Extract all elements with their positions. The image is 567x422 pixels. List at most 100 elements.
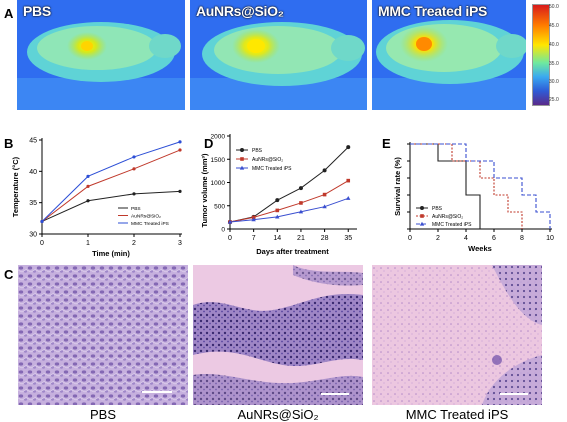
data-point <box>86 174 90 178</box>
y-tick-label: 0 <box>221 227 225 234</box>
legend-label: AuNRs@SiO₂ <box>432 214 463 220</box>
colorbar-tick: 45.0 <box>549 23 559 29</box>
thermal-title-pbs: PBS <box>23 3 51 19</box>
y-axis-title: Tumor volume (mm³) <box>200 153 209 228</box>
colorbar-tick: 50.0 <box>549 4 559 10</box>
panel-c-label: C <box>4 267 14 282</box>
data-point <box>178 140 182 144</box>
histology-texture-aunrs <box>193 265 363 405</box>
data-point <box>178 148 182 152</box>
y-tick-label: 30 <box>29 232 37 239</box>
legend-marker <box>240 157 244 161</box>
thermal-image-mmc: MMC Treated iPS <box>372 0 526 110</box>
x-tick-label: 35 <box>344 235 352 242</box>
thermal-mouse-aunrs <box>190 0 367 110</box>
series-line-0 <box>229 146 349 223</box>
histology-aunrs <box>193 265 363 405</box>
panel-e-label: E <box>382 136 391 151</box>
thermal-image-pbs: PBS <box>17 0 185 110</box>
x-tick-label: 7 <box>252 235 256 242</box>
data-point <box>298 209 304 214</box>
x-axis-title: Weeks <box>468 244 492 253</box>
legend-label: MMC Treated iPS <box>252 166 292 172</box>
histology-caption-pbs: PBS <box>89 407 116 422</box>
legend-label: PBS <box>252 148 263 154</box>
x-axis-title: Time (min) <box>92 249 130 258</box>
y-axis-title: Survival rate (%) <box>393 157 402 216</box>
colorbar-gradient <box>532 4 550 106</box>
data-point <box>346 196 351 200</box>
panel-a-label: A <box>4 6 14 21</box>
series-line-2 <box>229 197 349 223</box>
data-point <box>132 155 136 159</box>
data-point <box>275 214 280 219</box>
thermal-mouse-mmc <box>372 0 526 110</box>
y-axis-title: Temperature (°C) <box>11 156 20 217</box>
legend-label: AuNRs@SiO₂ <box>252 157 283 163</box>
legend-marker <box>240 148 244 152</box>
histology-pbs <box>18 265 188 405</box>
series-line-2 <box>41 141 181 222</box>
colorbar-tick: 35.0 <box>549 61 559 67</box>
series-line-1 <box>41 149 181 222</box>
data-point <box>86 199 90 203</box>
thermal-image-aunrs: AuNRs@SiO₂ <box>190 0 367 110</box>
x-tick-label: 21 <box>297 235 305 242</box>
x-tick-label: 28 <box>321 235 329 242</box>
y-tick-label: 35 <box>29 200 37 207</box>
x-tick-label: 2 <box>132 240 136 247</box>
legend-marker <box>239 165 245 170</box>
y-tick-label: 45 <box>29 138 37 145</box>
x-tick-label: 6 <box>492 235 496 242</box>
x-tick-label: 0 <box>408 235 412 242</box>
histology-texture-pbs <box>18 265 188 405</box>
panel-d-label: D <box>204 136 213 151</box>
x-tick-label: 8 <box>520 235 524 242</box>
temperature-colorbar: 50.0 45.0 40.0 35.0 30.0 25.0 <box>530 2 564 106</box>
legend-label: MMC Treated iPS <box>432 222 472 228</box>
legend-label: MMC Treated iPS <box>131 221 169 227</box>
x-tick-label: 3 <box>178 240 182 247</box>
x-tick-label: 0 <box>40 240 44 247</box>
thermal-title-aunrs: AuNRs@SiO₂ <box>196 3 284 19</box>
histology-caption-mmc: MMC Treated iPS <box>405 407 509 422</box>
colorbar-tick: 40.0 <box>549 42 559 48</box>
panel-b-label: B <box>4 136 13 151</box>
data-point <box>86 184 90 188</box>
data-point <box>322 204 327 209</box>
x-tick-label: 14 <box>273 235 281 242</box>
survival-curve-2 <box>410 143 551 229</box>
y-tick-label: 1000 <box>211 180 226 187</box>
data-point <box>322 192 327 197</box>
colorbar-tick: 25.0 <box>549 97 559 103</box>
y-tick-label: 500 <box>214 203 225 210</box>
survival-curve-1 <box>410 143 523 229</box>
histology-caption-aunrs: AuNRs@SiO₂ <box>237 407 319 422</box>
x-tick-label: 0 <box>228 235 232 242</box>
legend-label: PBS <box>131 206 141 212</box>
y-tick-label: 2000 <box>211 134 226 141</box>
data-point <box>132 192 136 196</box>
y-tick-label: 1500 <box>211 157 226 164</box>
legend-marker <box>420 206 424 210</box>
legend-marker <box>420 214 424 218</box>
series-line-0 <box>41 190 181 222</box>
data-point <box>40 219 44 224</box>
data-point <box>275 208 280 213</box>
thermal-title-mmc: MMC Treated iPS <box>378 3 488 19</box>
histology-mmc <box>372 265 542 405</box>
x-axis-title: Days after treatment <box>256 247 329 256</box>
data-point <box>132 167 136 171</box>
histology-texture-mmc <box>372 265 542 405</box>
data-point <box>227 219 233 224</box>
data-point <box>251 215 256 220</box>
data-point <box>346 145 351 150</box>
x-tick-label: 2 <box>436 235 440 242</box>
thermal-mouse-pbs <box>17 0 185 110</box>
data-point <box>251 217 256 222</box>
data-point <box>322 168 327 173</box>
data-point <box>178 189 182 193</box>
legend-label: PBS <box>432 206 443 212</box>
data-point <box>298 186 303 191</box>
